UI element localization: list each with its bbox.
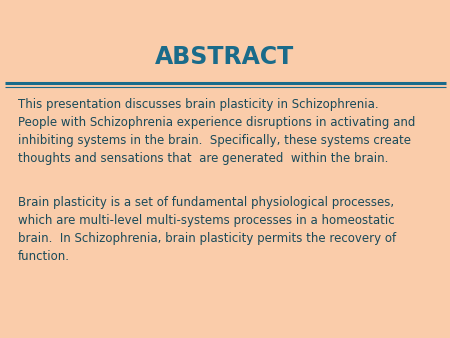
Text: Brain plasticity is a set of fundamental physiological processes,
which are mult: Brain plasticity is a set of fundamental… [18, 196, 396, 263]
Text: ABSTRACT: ABSTRACT [155, 45, 295, 70]
Text: This presentation discusses brain plasticity in Schizophrenia.
People with Schiz: This presentation discusses brain plasti… [18, 98, 415, 165]
